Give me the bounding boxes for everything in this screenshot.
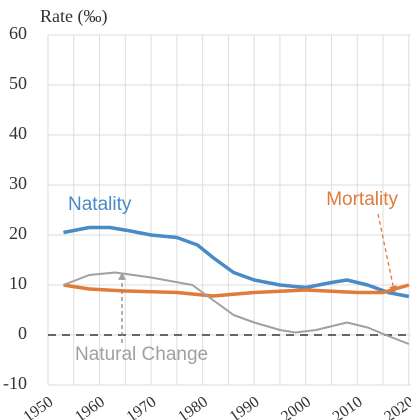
- x-tick-label: 1970: [124, 393, 160, 420]
- line: [63, 271, 410, 345]
- x-tick-label: 2020: [381, 393, 411, 420]
- y-tick-label: 20: [9, 223, 27, 243]
- y-tick-label: 10: [9, 273, 27, 293]
- line: [63, 283, 410, 298]
- series-label: Mortality: [326, 189, 398, 210]
- line: [63, 225, 410, 299]
- x-tick-label: 2010: [330, 393, 366, 420]
- x-tick-label: 1990: [227, 393, 263, 420]
- y-tick-label: 30: [9, 173, 27, 193]
- y-axis-title: Rate (‰): [40, 6, 107, 27]
- y-tick-label: 40: [9, 123, 27, 143]
- y-tick-label: 0: [18, 323, 27, 343]
- series-label: Natality: [68, 194, 132, 215]
- y-tick-label: -10: [3, 373, 27, 393]
- x-tick-label: 1950: [20, 393, 56, 420]
- y-tick-label: 60: [9, 23, 27, 43]
- arrow: [377, 213, 398, 294]
- x-tick-label: 2000: [278, 393, 314, 420]
- x-tick-label: 1980: [175, 393, 211, 420]
- y-tick-label: 50: [9, 73, 27, 93]
- series-label: Natural Change: [75, 344, 208, 365]
- x-tick-label: 1960: [72, 393, 108, 420]
